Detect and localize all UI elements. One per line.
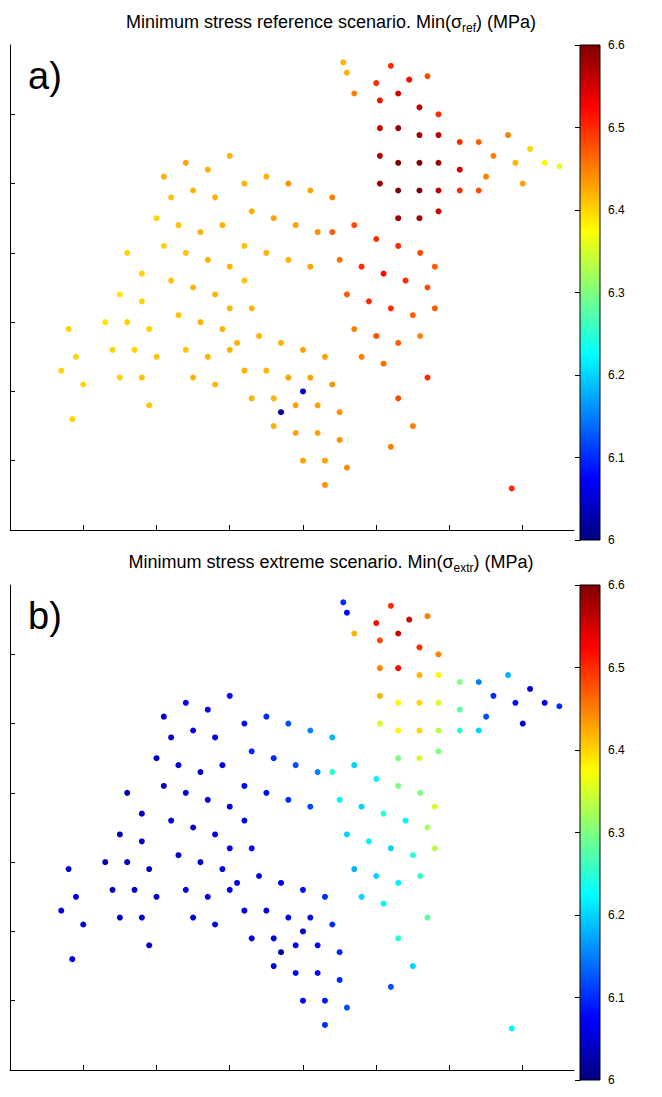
svg-text:6.5: 6.5: [608, 661, 625, 675]
svg-text:6.4: 6.4: [608, 203, 625, 217]
svg-text:extr: extr: [454, 561, 474, 575]
svg-text:6: 6: [608, 1073, 615, 1087]
svg-text:6.4: 6.4: [608, 743, 625, 757]
svg-text:ref: ref: [462, 21, 477, 35]
svg-text:6.3: 6.3: [608, 286, 625, 300]
svg-text:6.2: 6.2: [608, 908, 625, 922]
svg-text:6.6: 6.6: [608, 578, 625, 592]
svg-text:6.5: 6.5: [608, 121, 625, 135]
svg-text:) (MPa): ) (MPa): [474, 552, 534, 572]
svg-text:a): a): [28, 55, 62, 97]
svg-text:6.6: 6.6: [608, 38, 625, 52]
svg-text:) (MPa): ) (MPa): [476, 12, 536, 32]
svg-text:6: 6: [608, 533, 615, 547]
svg-text:Minimum stress extreme scenari: Minimum stress extreme scenario. Min(σ: [128, 552, 453, 572]
svg-text:6.2: 6.2: [608, 368, 625, 382]
svg-text:Minimum stress reference scena: Minimum stress reference scenario. Min(σ: [126, 12, 462, 32]
svg-text:6.1: 6.1: [608, 991, 625, 1005]
svg-text:6.1: 6.1: [608, 451, 625, 465]
svg-text:b): b): [28, 595, 62, 637]
svg-text:6.3: 6.3: [608, 826, 625, 840]
